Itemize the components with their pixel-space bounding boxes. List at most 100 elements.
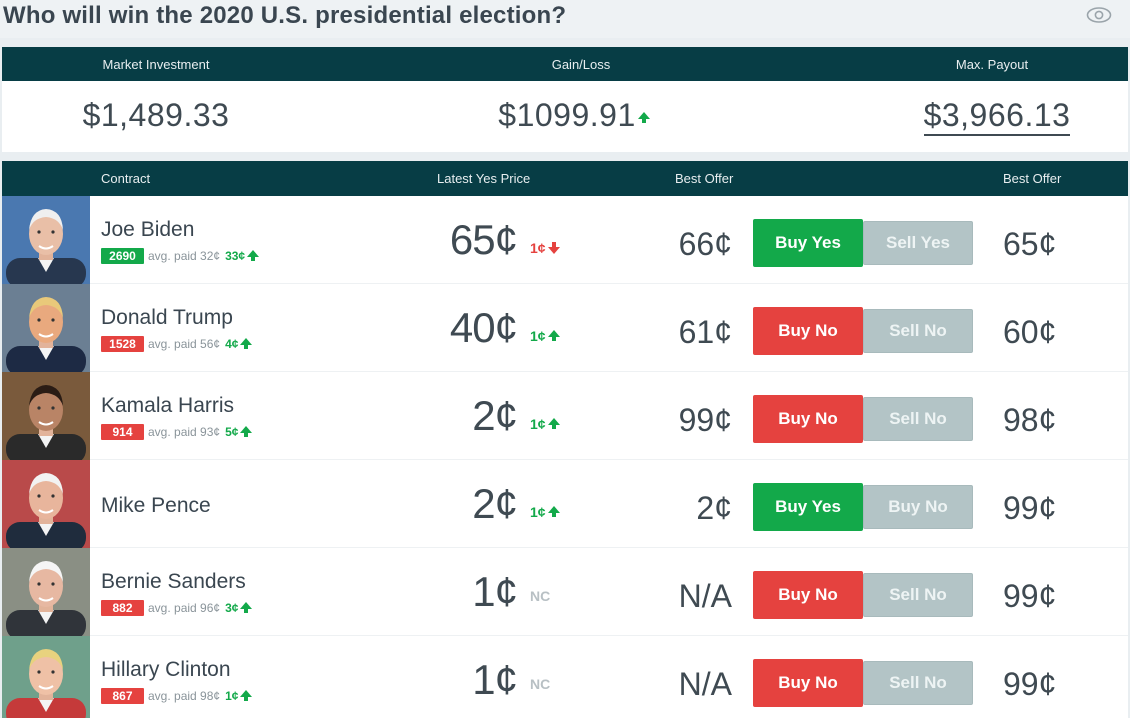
contract-row: Bernie Sanders 882 avg. paid 96¢ 3¢ 1¢ N…: [2, 548, 1128, 636]
candidate-avatar: [2, 636, 90, 718]
contract-row: Hillary Clinton 867 avg. paid 98¢ 1¢ 1¢ …: [2, 636, 1128, 718]
latest-yes-price-header: Latest Yes Price: [437, 171, 531, 186]
best-offer-left: 2¢: [696, 490, 732, 526]
holding-meta: 1528 avg. paid 56¢ 4¢: [101, 336, 253, 352]
header: Who will win the 2020 U.S. presidential …: [0, 0, 1130, 38]
max-payout-value[interactable]: $3,966.13: [867, 97, 1127, 136]
shares-badge: 2690: [101, 248, 144, 264]
price-change-value: 1¢: [530, 504, 546, 520]
candidate-avatar: [2, 196, 90, 284]
shares-badge: 1528: [101, 336, 144, 352]
portfolio-summary: Market Investment Gain/Loss Max. Payout …: [2, 47, 1128, 152]
avg-change: 5¢: [225, 425, 253, 439]
buy-no-button[interactable]: Buy No: [753, 659, 863, 707]
best-offer-left: N/A: [678, 578, 732, 614]
candidate-name: Hillary Clinton: [101, 658, 231, 681]
up-arrow-icon: [547, 506, 560, 518]
best-offer-left: 61¢: [678, 314, 732, 350]
avg-paid-text: avg. paid 32¢: [148, 249, 221, 263]
avg-change-value: 5¢: [225, 425, 239, 439]
market-investment-label: Market Investment: [102, 57, 210, 72]
up-arrow-icon: [240, 602, 253, 614]
up-arrow-icon: [240, 426, 253, 438]
price-change-value: 1¢: [530, 328, 546, 344]
candidate-name: Bernie Sanders: [101, 570, 246, 593]
price-change-value: 1¢: [530, 416, 546, 432]
secondary-action-button[interactable]: Sell No: [863, 661, 973, 705]
price-change: 1¢: [530, 416, 560, 432]
latest-yes-price: 65¢: [449, 216, 518, 263]
candidate-name: Mike Pence: [101, 494, 211, 517]
page-title: Who will win the 2020 U.S. presidential …: [3, 2, 567, 29]
avg-paid-text: avg. paid 56¢: [148, 337, 221, 351]
candidate-avatar: [2, 460, 90, 548]
buy-no-button[interactable]: Buy No: [753, 307, 863, 355]
avg-change: 4¢: [225, 337, 253, 351]
holding-meta: 2690 avg. paid 32¢ 33¢: [101, 248, 260, 264]
best-offer-left: 66¢: [678, 226, 732, 262]
max-payout-amount[interactable]: $3,966.13: [923, 97, 1071, 136]
summary-header: Market Investment Gain/Loss Max. Payout: [2, 47, 1128, 81]
buy-yes-button[interactable]: Buy Yes: [753, 483, 863, 531]
best-offer-right: 98¢: [1003, 402, 1057, 438]
candidate-avatar: [2, 372, 90, 460]
latest-yes-price: 1¢: [472, 656, 518, 703]
holding-meta: 867 avg. paid 98¢ 1¢: [101, 688, 253, 704]
holding-meta: 914 avg. paid 93¢ 5¢: [101, 424, 253, 440]
secondary-action-button[interactable]: Sell No: [863, 397, 973, 441]
gain-loss-label: Gain/Loss: [551, 57, 611, 72]
latest-yes-price: 2¢: [472, 392, 518, 439]
best-offer-left: N/A: [678, 666, 732, 702]
shares-badge: 867: [101, 688, 144, 704]
shares-badge: 914: [101, 424, 144, 440]
best-offer-left: 99¢: [678, 402, 732, 438]
best-offer-header: Best Offer: [675, 171, 734, 186]
price-change-value: NC: [530, 676, 551, 692]
avg-change: 3¢: [225, 601, 253, 615]
latest-yes-price: 40¢: [449, 304, 518, 351]
price-change-value: 1¢: [530, 240, 546, 256]
best-offer-right: 65¢: [1003, 226, 1057, 262]
avg-change: 1¢: [225, 689, 253, 703]
avg-change-value: 3¢: [225, 601, 239, 615]
price-change: NC: [530, 588, 550, 604]
shares-badge: 882: [101, 600, 144, 616]
up-arrow-icon: [247, 250, 260, 262]
gain-loss-value: $1099.91: [444, 97, 704, 134]
avg-change-value: 4¢: [225, 337, 239, 351]
candidate-name: Joe Biden: [101, 218, 195, 241]
best-offer-right: 99¢: [1003, 666, 1057, 702]
secondary-action-button[interactable]: Sell Yes: [863, 221, 973, 265]
best-offer-header-2: Best Offer: [1003, 171, 1062, 186]
avg-change: 33¢: [225, 249, 260, 263]
secondary-action-button[interactable]: Sell No: [863, 309, 973, 353]
up-arrow-icon: [547, 330, 560, 342]
buy-no-button[interactable]: Buy No: [753, 395, 863, 443]
price-change: 1¢: [530, 504, 560, 520]
best-offer-right: 99¢: [1003, 490, 1057, 526]
candidate-name: Kamala Harris: [101, 394, 235, 417]
eye-icon[interactable]: [1086, 6, 1112, 24]
best-offer-right: 99¢: [1003, 578, 1057, 614]
latest-yes-price: 2¢: [472, 480, 518, 527]
contract-row: Mike Pence 2¢ 1¢ 2¢ Buy Yes Buy No 99¢: [2, 460, 1128, 548]
table-header: Contract Latest Yes Price Best Offer Bes…: [2, 161, 1128, 196]
best-offer-right: 60¢: [1003, 314, 1057, 350]
latest-yes-price: 1¢: [472, 568, 518, 615]
up-arrow-icon: [240, 690, 253, 702]
buy-yes-button[interactable]: Buy Yes: [753, 219, 863, 267]
avg-paid-text: avg. paid 98¢: [148, 689, 221, 703]
avg-change-value: 33¢: [225, 249, 246, 263]
buy-no-button[interactable]: Buy No: [753, 571, 863, 619]
secondary-action-button[interactable]: Buy No: [863, 485, 973, 529]
up-arrow-icon: [547, 418, 560, 430]
contract-row: Donald Trump 1528 avg. paid 56¢ 4¢ 40¢ 1…: [2, 284, 1128, 372]
secondary-action-button[interactable]: Sell No: [863, 573, 973, 617]
contract-row: Kamala Harris 914 avg. paid 93¢ 5¢ 2¢ 1¢…: [2, 372, 1128, 460]
price-change: NC: [530, 676, 550, 692]
contract-header: Contract: [101, 171, 151, 186]
avg-paid-text: avg. paid 93¢: [148, 425, 221, 439]
price-change-value: NC: [530, 588, 551, 604]
price-change: 1¢: [530, 328, 560, 344]
gain-up-arrow-icon: [637, 112, 650, 124]
